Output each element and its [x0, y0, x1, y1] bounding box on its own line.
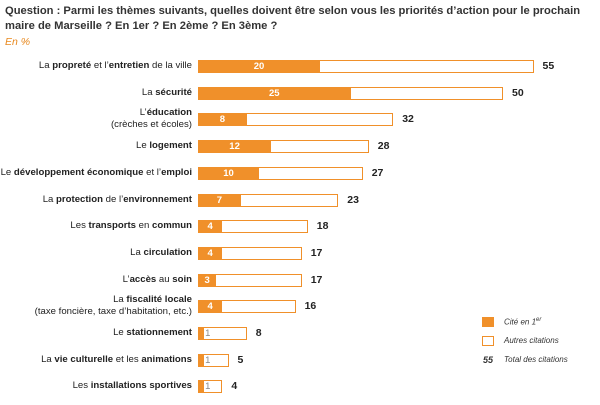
total-citations-value: 16	[304, 300, 317, 313]
legend-label-other: Autres citations	[504, 336, 559, 345]
category-label: La protection de l’environnement	[42, 193, 192, 205]
first-cited-value: 25	[268, 87, 280, 99]
total-citations-value: 55	[542, 60, 555, 72]
total-citations-value: 17	[310, 273, 323, 286]
category-label: Le développement économique et l’emploi	[0, 166, 192, 178]
legend: Cité en 1er Autres citations 55 Total de…	[482, 316, 568, 373]
category-label: La circulation	[130, 246, 192, 258]
bar-first-cited	[198, 140, 272, 154]
bar-first-cited	[198, 193, 241, 207]
first-cited-value: 4	[207, 221, 213, 233]
first-cited-value: 4	[207, 247, 213, 259]
total-citations-value: 28	[377, 140, 390, 153]
legend-swatch-first	[482, 316, 494, 327]
legend-label-first: Cité en 1er	[504, 316, 542, 327]
legend-label-total: Total des citations	[504, 355, 568, 364]
total-citations-value: 50	[512, 86, 524, 99]
first-cited-value: 7	[216, 194, 222, 206]
first-cited-value: 20	[253, 61, 265, 72]
bar-first-cited	[198, 220, 223, 234]
category-label: L’accès au soin	[122, 273, 192, 285]
unit-label: En %	[5, 36, 31, 48]
first-cited-value: 1	[205, 328, 211, 339]
legend-item-first: Cité en 1er	[482, 316, 568, 327]
bar-first-cited	[198, 113, 247, 127]
bar-first-cited	[198, 166, 259, 180]
total-citations-value: 4	[231, 380, 238, 393]
bar-first-cited	[198, 380, 205, 394]
category-label: Le logement	[136, 140, 192, 152]
bar-first-cited	[198, 327, 205, 340]
category-label: La sécurité	[141, 86, 192, 98]
category-label: La propreté et l’entretien de la ville	[38, 60, 192, 71]
total-citations-value: 5	[237, 353, 244, 366]
first-cited-value: 8	[219, 114, 226, 126]
bar-first-cited	[198, 353, 205, 367]
total-citations-value: 32	[402, 113, 414, 126]
legend-swatch-other	[482, 335, 494, 346]
bar-first-cited	[198, 246, 223, 260]
total-citations-value: 27	[371, 166, 384, 179]
total-citations-value: 17	[310, 246, 323, 259]
first-cited-value: 12	[229, 141, 240, 153]
total-citations-value: 23	[347, 193, 359, 206]
category-label: Les transports en commun	[70, 220, 192, 232]
category-label: La fiscalité locale (taxe foncière, taxe …	[34, 294, 192, 318]
legend-item-total: 55 Total des citations	[482, 354, 568, 365]
question-title: Question : Parmi les thèmes suivants, qu…	[5, 5, 581, 32]
category-label: Les installations sportives	[72, 380, 192, 392]
first-cited-value: 1	[205, 381, 211, 393]
total-citations-value: 18	[316, 220, 329, 233]
category-label: L’éducation (crèches et écoles)	[110, 107, 192, 131]
bar-first-cited	[198, 273, 217, 287]
total-citations-value: 8	[255, 327, 262, 339]
bar-first-cited	[198, 300, 223, 314]
first-cited-value: 10	[223, 167, 234, 179]
first-cited-value: 3	[204, 274, 210, 286]
legend-item-other: Autres citations	[482, 335, 568, 346]
first-cited-value: 4	[207, 301, 213, 313]
bar-first-cited	[198, 86, 351, 100]
bar-first-cited	[198, 60, 320, 73]
category-label: La vie culturelle et les animations	[41, 353, 192, 365]
first-cited-value: 1	[205, 354, 211, 366]
legend-total-value: 55	[482, 354, 493, 365]
category-label: Le stationnement	[113, 327, 192, 338]
